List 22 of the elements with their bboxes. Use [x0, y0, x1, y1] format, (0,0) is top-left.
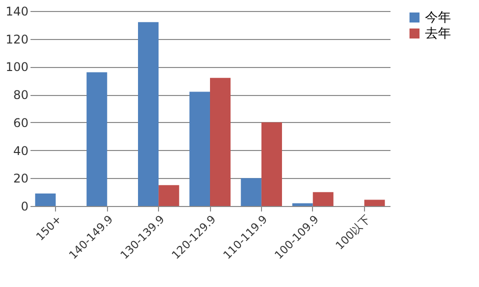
legend-label: 去年: [425, 26, 451, 42]
y-tick-label: 20: [13, 172, 28, 186]
bar: [35, 193, 56, 206]
bar: [86, 72, 108, 206]
bar: [312, 192, 334, 206]
bar: [138, 22, 159, 206]
y-tick-label: 100: [6, 60, 28, 74]
bar: [261, 122, 282, 206]
y-tick-label: 0: [20, 200, 28, 214]
y-tick-label: 140: [6, 4, 28, 18]
y-tick-label: 120: [6, 32, 28, 46]
y-tick-label: 40: [13, 144, 28, 158]
bar: [189, 92, 210, 206]
bar: [158, 185, 180, 206]
x-tick-label: 100以下: [333, 212, 373, 252]
bar: [292, 203, 313, 206]
bar: [240, 178, 262, 206]
legend-label: 今年: [425, 10, 451, 26]
bar: [210, 78, 231, 206]
y-tick-label: 80: [13, 88, 28, 102]
y-tick-label: 60: [13, 116, 28, 130]
bar: [364, 200, 385, 206]
